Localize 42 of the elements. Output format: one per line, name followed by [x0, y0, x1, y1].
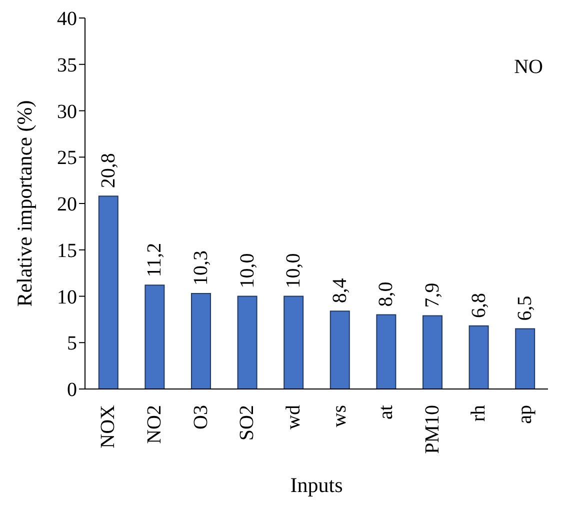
x-tick-label: rh	[468, 405, 490, 422]
y-tick-label: 15	[57, 240, 77, 262]
y-tick-label: 30	[57, 100, 77, 123]
bar	[376, 314, 396, 389]
y-axis-title: Relative importance (%)	[12, 100, 36, 307]
x-tick-label: O3	[190, 405, 212, 430]
x-tick-label: wd	[282, 405, 304, 430]
bar	[284, 296, 304, 389]
data-label: 10,0	[282, 253, 305, 288]
bar	[330, 310, 350, 389]
y-tick-label: 40	[57, 8, 77, 30]
x-tick-label: NO2	[143, 405, 166, 444]
y-tick-label: 35	[57, 54, 77, 76]
data-label: 10,0	[236, 253, 258, 288]
bar	[190, 292, 211, 389]
y-tick-label: 25	[57, 147, 77, 170]
y-tick-label: 20	[57, 194, 77, 216]
bar	[237, 296, 258, 389]
y-tick-label: 5	[67, 332, 77, 355]
data-label: 11,2	[144, 242, 166, 278]
x-tick-label: PM10	[421, 405, 444, 454]
bar	[144, 284, 165, 389]
data-label: 6,5	[514, 296, 536, 321]
y-tick-label: 10	[57, 286, 77, 308]
x-tick-label: NOX	[97, 404, 120, 448]
annotation: NO	[514, 56, 543, 79]
bar	[422, 315, 442, 389]
data-label: 8,0	[375, 282, 398, 307]
data-label: 7,9	[421, 282, 444, 308]
bar	[98, 196, 118, 389]
x-tick-label: at	[374, 404, 397, 420]
data-label: 10,3	[190, 250, 212, 286]
x-tick-label: ws	[328, 404, 351, 428]
bar	[468, 325, 489, 389]
data-label: 6,8	[468, 292, 490, 318]
data-label: 20,8	[97, 153, 120, 188]
bar	[515, 328, 536, 389]
data-label: 8,4	[328, 278, 351, 304]
x-tick-label: SO2	[236, 405, 258, 441]
x-tick-label: ap	[514, 405, 536, 424]
x-axis-title: Inputs	[290, 473, 343, 497]
y-tick-label: 0	[67, 379, 77, 402]
